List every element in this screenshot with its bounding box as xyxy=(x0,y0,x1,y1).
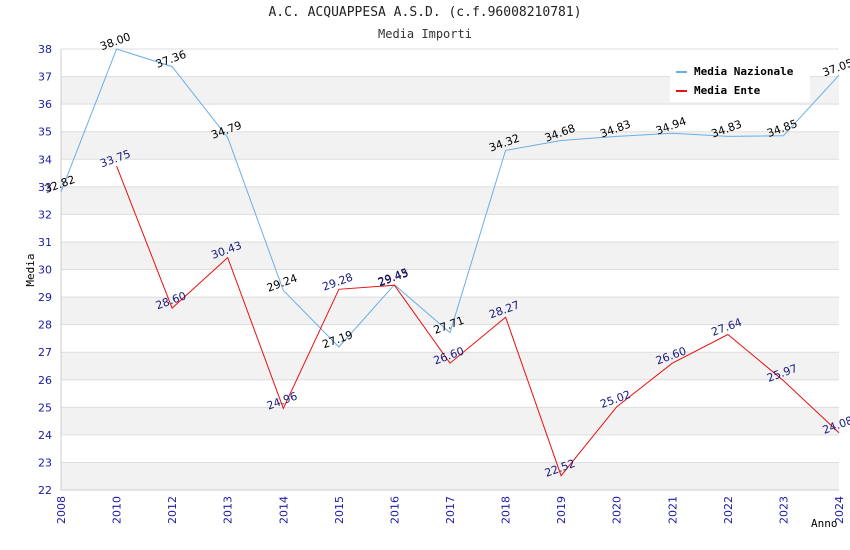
chart-title: A.C. ACQUAPPESA A.S.D. (c.f.96008210781) xyxy=(268,5,582,20)
x-tick-label: 2019 xyxy=(555,496,568,524)
grid-band xyxy=(61,434,839,463)
y-tick-label: 27 xyxy=(38,346,52,359)
grid-band xyxy=(61,297,839,325)
grid-band xyxy=(61,462,839,490)
x-tick-label: 2010 xyxy=(111,496,124,524)
grid-band xyxy=(61,352,839,380)
y-tick-label: 23 xyxy=(38,456,52,469)
grid-band xyxy=(61,131,839,160)
grid-lines xyxy=(61,48,839,491)
x-tick-label: 2020 xyxy=(611,496,624,524)
y-tick-label: 34 xyxy=(38,153,52,166)
legend-label-ente: Media Ente xyxy=(694,84,761,97)
x-tick-label: 2021 xyxy=(666,496,679,524)
grid-band xyxy=(61,269,839,298)
series-line-nazionale xyxy=(60,48,840,348)
grid-band xyxy=(61,186,839,215)
y-tick-label: 31 xyxy=(38,236,52,249)
x-tick-label: 2016 xyxy=(388,496,401,524)
legend-swatch-nazionale xyxy=(676,71,687,73)
grid-band xyxy=(61,324,839,353)
x-tick-label: 2024 xyxy=(833,496,846,524)
axes xyxy=(60,49,839,491)
x-tick-label: 2014 xyxy=(277,496,290,524)
x-tick-label: 2023 xyxy=(777,496,790,524)
legend-label-nazionale: Media Nazionale xyxy=(694,65,794,78)
y-tick-label: 33 xyxy=(38,181,52,194)
y-tick-label: 24 xyxy=(38,429,52,442)
y-tick-label: 36 xyxy=(38,98,52,111)
series-lines xyxy=(60,48,840,477)
grid-band xyxy=(61,104,839,132)
y-tick-label: 29 xyxy=(38,291,52,304)
grid-band xyxy=(61,214,839,242)
x-tick-label: 2022 xyxy=(722,496,735,524)
y-tick-label: 28 xyxy=(38,319,52,332)
chart-legend: Media Nazionale Media Ente xyxy=(670,60,810,102)
y-tick-label: 32 xyxy=(38,208,52,221)
x-axis-label: Anno xyxy=(811,517,838,530)
legend-swatch-ente xyxy=(676,90,687,92)
y-tick-label: 35 xyxy=(38,126,52,139)
grid-bands xyxy=(61,49,839,490)
x-tick-labels: 2008 2010 2012 2013 2014 2015 2016 2017 2018 2019… xyxy=(55,496,846,524)
grid-band xyxy=(61,241,839,270)
y-axis-label: Media xyxy=(24,253,37,286)
y-tick-label: 37 xyxy=(38,71,52,84)
grid-band xyxy=(61,379,839,408)
x-tick-label: 2015 xyxy=(333,496,346,524)
x-tick-label: 2012 xyxy=(166,496,179,524)
grid-band xyxy=(61,159,839,187)
series-line-ente xyxy=(116,165,840,477)
grid-band xyxy=(61,407,839,435)
y-tick-label: 30 xyxy=(38,264,52,277)
y-tick-label: 22 xyxy=(38,484,52,497)
x-tick-label: 2008 xyxy=(55,496,68,524)
x-tick-label: 2013 xyxy=(222,496,235,524)
x-tick-label: 2018 xyxy=(500,496,513,524)
y-tick-label: 26 xyxy=(38,374,52,387)
y-tick-labels: 22 23 24 25 26 27 28 29 30 31 32 33 34 35 36 37 38 xyxy=(38,43,52,497)
x-tick-label: 2017 xyxy=(444,496,457,524)
chart-subtitle: Media Importi xyxy=(378,27,472,41)
y-tick-label: 38 xyxy=(38,43,52,56)
y-tick-label: 25 xyxy=(38,401,52,414)
